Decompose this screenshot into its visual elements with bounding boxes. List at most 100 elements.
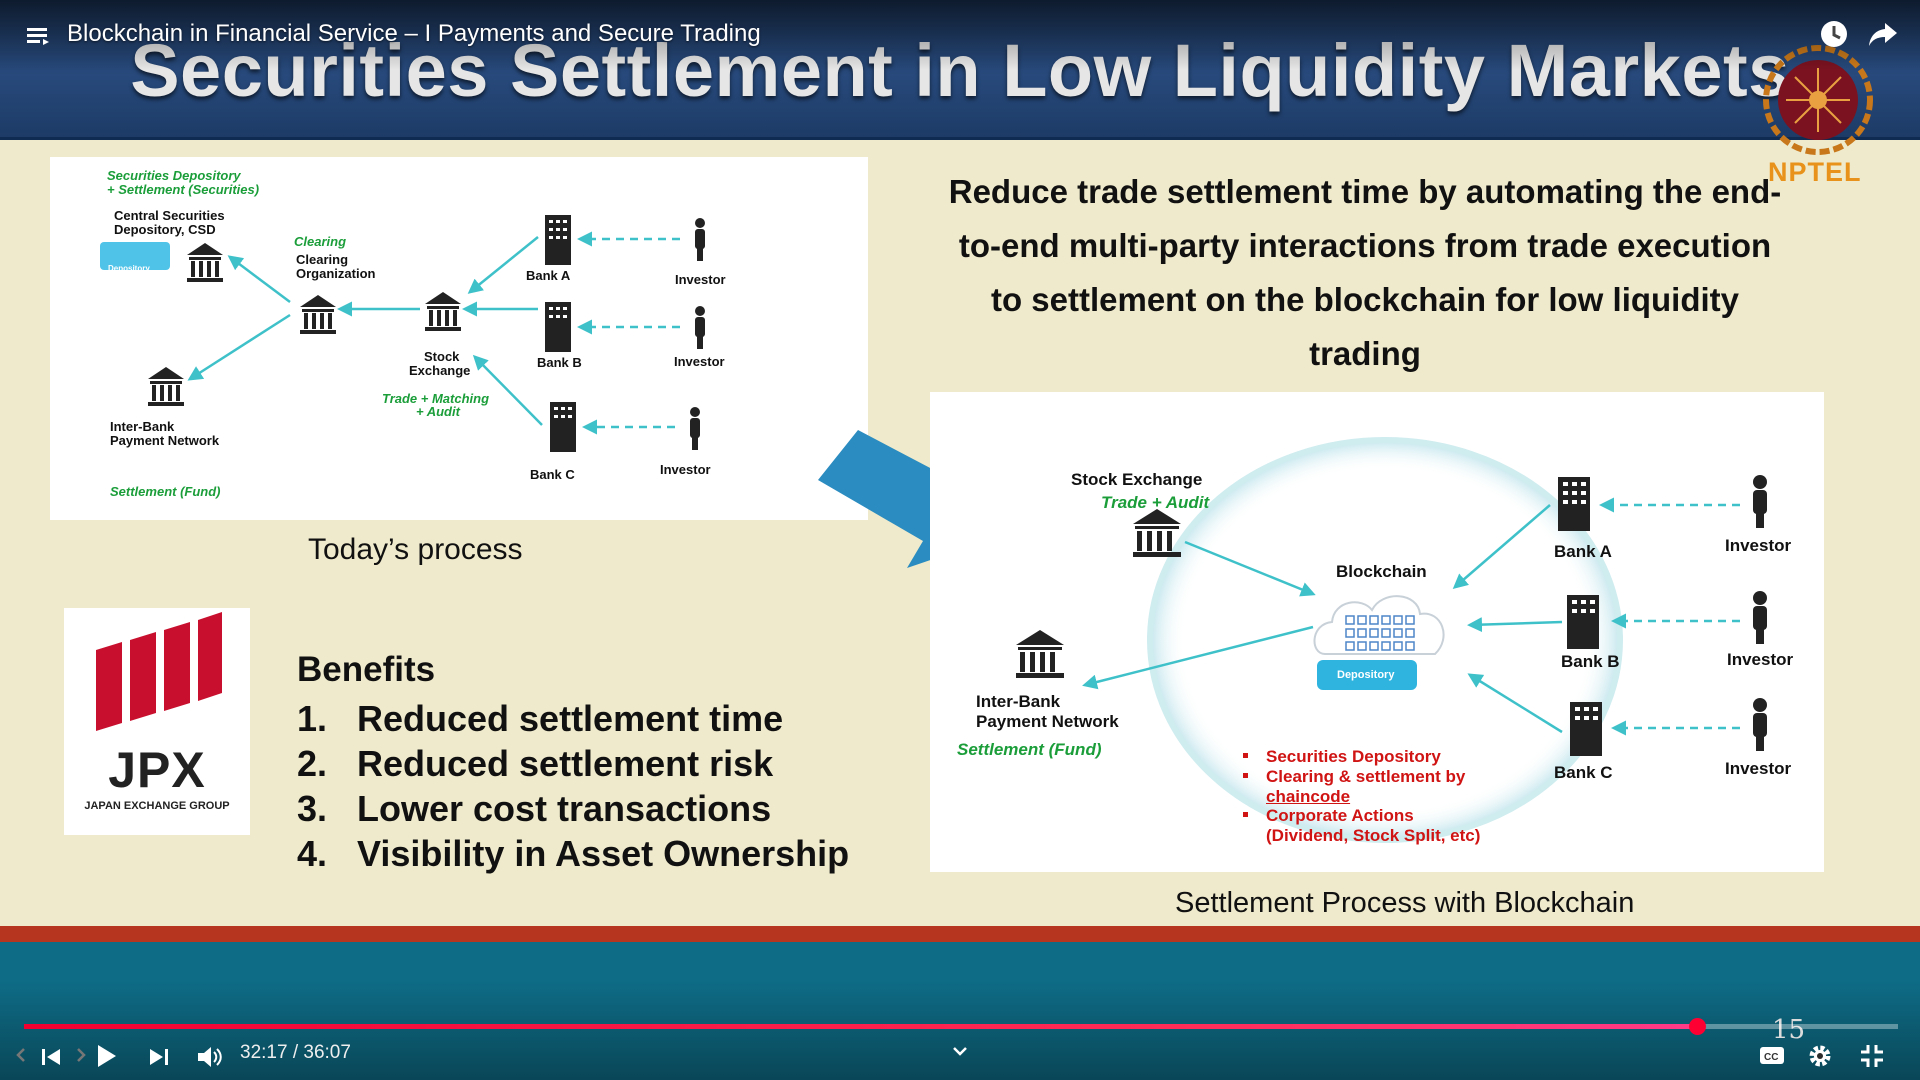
progress-bar[interactable]	[24, 1018, 1898, 1035]
previous-icon	[42, 1049, 60, 1065]
clearing-green-label: Clearing	[294, 234, 347, 249]
stock-exchange-label-2: Exchange	[409, 363, 471, 378]
settings-button[interactable]	[1804, 1040, 1836, 1072]
next-button[interactable]	[142, 1040, 176, 1074]
list-item-text: Lower cost transactions	[357, 787, 772, 829]
slide-footer-area	[0, 942, 1920, 1080]
trade-matching-label: Trade + Matching	[382, 391, 490, 406]
today-process-diagram: Securities Depository + Settlement (Secu…	[50, 157, 868, 520]
progress-scrubber[interactable]	[1689, 1018, 1707, 1035]
investor-label-1: Investor	[675, 272, 726, 287]
svg-text:CC: CC	[1764, 1052, 1778, 1063]
list-item-number: 2.	[297, 742, 328, 784]
bc-blockchain-label: Blockchain	[1336, 562, 1427, 581]
benefits-list: Benefits 1. Reduced settlement time 2. Red…	[297, 650, 849, 876]
bc-bank-b-label: Bank B	[1561, 652, 1620, 671]
bank-b-label: Bank B	[537, 355, 582, 370]
bank-a-label: Bank A	[526, 268, 571, 283]
bc-investor-label-1: Investor	[1725, 536, 1792, 555]
bc-bank-c-label: Bank C	[1554, 763, 1613, 782]
list-item-text: Reduced settlement risk	[357, 742, 774, 784]
list-item-number: 4.	[297, 832, 328, 874]
settlement-fund-label: Settlement (Fund)	[110, 484, 221, 499]
jpx-word: JPX	[108, 742, 206, 798]
share-button[interactable]	[1865, 16, 1901, 52]
bc-bullet-3-cont: (Dividend, Stock Split, etc)	[1266, 826, 1481, 845]
blockchain-caption: Settlement Process with Blockchain	[1175, 887, 1635, 919]
today-diagram-graphics	[100, 215, 705, 452]
playlist-menu-button[interactable]	[22, 20, 54, 52]
list-item: 3. Lower cost transactions	[297, 786, 849, 831]
top-overlay	[0, 0, 1920, 70]
captions-button[interactable]: CC	[1756, 1040, 1788, 1070]
play-button[interactable]	[88, 1038, 124, 1074]
list-item: 4. Visibility in Asset Ownership	[297, 831, 849, 876]
clearing-label-2: Organization	[296, 266, 376, 281]
menu-icon	[27, 28, 49, 45]
list-item: 1. Reduced settlement time	[297, 696, 849, 741]
depository-box-label: Depository	[108, 264, 150, 273]
investor-label-2: Investor	[674, 354, 725, 369]
bc-stock-exchange-label: Stock Exchange	[1071, 470, 1203, 489]
bc-interbank-label-2: Payment Network	[976, 712, 1119, 731]
captions-icon: CC	[1760, 1047, 1784, 1064]
chevron-left-icon	[16, 1048, 25, 1062]
blockchain-diagram: Stock Exchange Trade + Audit Blockchain …	[930, 392, 1824, 872]
mute-button[interactable]	[192, 1040, 226, 1074]
today-process-caption: Today’s process	[308, 533, 523, 566]
list-item-number: 1.	[297, 697, 328, 739]
settings-icon	[1809, 1045, 1831, 1067]
time-separator: /	[292, 1042, 299, 1063]
list-item-text: Visibility in Asset Ownership	[357, 832, 850, 874]
seek-back-button[interactable]	[6, 1040, 36, 1070]
stock-exchange-label-1: Stock	[424, 349, 460, 364]
bc-settlement-fund-label: Settlement (Fund)	[957, 740, 1102, 759]
share-icon	[1869, 23, 1897, 46]
watch-later-icon	[1821, 21, 1847, 47]
bc-bullet-2: Clearing & settlement by	[1266, 767, 1466, 786]
csd-label-2: Depository, CSD	[114, 222, 216, 237]
jpx-logo: JPX JAPAN EXCHANGE GROUP	[64, 608, 250, 835]
bottom-overlay	[0, 980, 1920, 1080]
csd-label-1: Central Securities	[114, 208, 225, 223]
bc-trade-audit-label: Trade + Audit	[1101, 493, 1210, 512]
benefits-title: Benefits	[297, 650, 436, 689]
interbank-label-2: Payment Network	[110, 433, 220, 448]
nptel-logo-text: NPTEL	[1768, 157, 1862, 187]
bc-depository-label: Depository	[1337, 669, 1395, 681]
bc-interbank-label-1: Inter-Bank	[976, 692, 1061, 711]
play-icon	[98, 1045, 116, 1067]
jpx-subtitle: JAPAN EXCHANGE GROUP	[84, 800, 230, 812]
blockchain-diagram-graphics	[1016, 437, 1767, 843]
video-title[interactable]: Blockchain in Financial Service – I Paym…	[67, 20, 761, 47]
audit-label: + Audit	[416, 404, 460, 419]
nptel-logo-icon	[1763, 45, 1873, 155]
slide-headline: Reduce trade settlement time by automati…	[948, 173, 1782, 372]
settlement-securities-label: + Settlement (Securities)	[107, 182, 260, 197]
interbank-label-1: Inter-Bank	[110, 419, 175, 434]
jpx-mark-icon	[96, 612, 222, 731]
exit-fullscreen-icon	[1861, 1045, 1883, 1067]
bc-bullet-2-cont: chaincode	[1266, 787, 1351, 806]
list-item: 2. Reduced settlement risk	[297, 741, 849, 786]
total-time: 36:07	[303, 1042, 351, 1063]
investor-label-3: Investor	[660, 462, 711, 477]
list-item-number: 3.	[297, 787, 328, 829]
bc-bank-a-label: Bank A	[1554, 542, 1612, 561]
bc-bullet-3: Corporate Actions	[1266, 806, 1414, 825]
expand-chapters-button[interactable]	[946, 1040, 974, 1064]
chevron-down-icon	[953, 1047, 967, 1056]
current-time: 32:17	[240, 1042, 288, 1063]
watch-later-button[interactable]	[1816, 16, 1852, 52]
next-icon	[150, 1049, 168, 1065]
volume-icon	[198, 1047, 222, 1067]
time-display: 32:17 / 36:07	[240, 1042, 351, 1064]
clearing-label-1: Clearing	[296, 252, 349, 267]
securities-depository-label: Securities Depository	[107, 168, 241, 183]
seek-forward-button[interactable]	[66, 1040, 96, 1070]
progress-played	[24, 1024, 1698, 1029]
exit-fullscreen-button[interactable]	[1856, 1040, 1888, 1072]
previous-button[interactable]	[34, 1040, 68, 1074]
